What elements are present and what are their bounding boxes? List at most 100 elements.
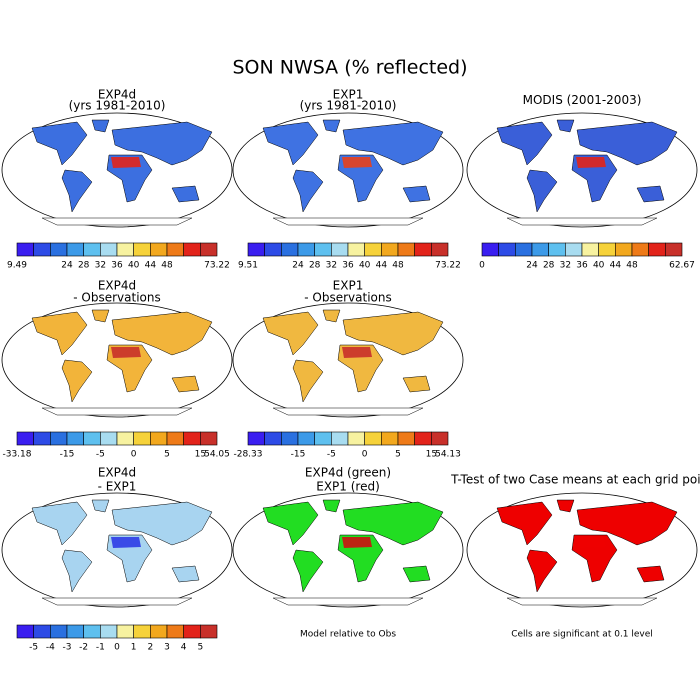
colorbar-box bbox=[331, 431, 349, 446]
panel-title: EXP4d bbox=[98, 466, 136, 480]
colorbar-box bbox=[200, 242, 218, 257]
colorbar-label: 40 bbox=[359, 261, 371, 271]
note: Model relative to Obs bbox=[300, 630, 396, 640]
colorbar-box bbox=[33, 242, 51, 257]
colorbar-box bbox=[133, 242, 151, 257]
colorbar-label: -15 bbox=[291, 450, 306, 460]
colorbar-label: -3 bbox=[63, 643, 72, 653]
colorbar-box bbox=[166, 624, 184, 639]
colorbar-label: -5 bbox=[29, 643, 38, 653]
colorbar-box bbox=[166, 431, 184, 446]
colorbar-label: 0 bbox=[479, 261, 485, 271]
note: Cells are significant at 0.1 level bbox=[511, 630, 653, 640]
colorbar-box bbox=[364, 242, 382, 257]
colorbar-label: 0 bbox=[114, 643, 120, 653]
colorbar-box bbox=[598, 242, 616, 257]
colorbar-box bbox=[331, 242, 349, 257]
figure-title: SON NWSA (% reflected) bbox=[232, 57, 467, 79]
panel-title: EXP4d bbox=[98, 279, 136, 293]
land-hotspot bbox=[576, 537, 606, 548]
colorbar-box bbox=[100, 242, 118, 257]
colorbar-box bbox=[50, 431, 68, 446]
colorbar-box bbox=[247, 242, 265, 257]
colorbar-label: -33.18 bbox=[2, 450, 31, 460]
colorbar-label: -4 bbox=[46, 643, 55, 653]
colorbar-box bbox=[281, 431, 299, 446]
colorbar-label: 28 bbox=[78, 261, 90, 271]
colorbar-box bbox=[66, 242, 84, 257]
colorbar-label: -15 bbox=[60, 450, 75, 460]
colorbar-box bbox=[648, 242, 666, 257]
colorbar-box bbox=[150, 431, 168, 446]
colorbar-box bbox=[264, 242, 282, 257]
colorbar-box bbox=[431, 242, 449, 257]
colorbar-box bbox=[264, 431, 282, 446]
land-hotspot bbox=[342, 347, 372, 358]
panel-subtitle: - EXP1 bbox=[98, 480, 137, 494]
panel-subtitle: EXP1 (red) bbox=[316, 480, 380, 494]
colorbar-box bbox=[116, 624, 134, 639]
colorbar-box bbox=[50, 242, 68, 257]
colorbar-box bbox=[200, 624, 218, 639]
colorbar-box bbox=[397, 431, 415, 446]
colorbar-box bbox=[133, 624, 151, 639]
colorbar-label: 0 bbox=[131, 450, 137, 460]
land-hotspot bbox=[111, 537, 141, 548]
colorbar-label: -5 bbox=[327, 450, 336, 460]
colorbar-box bbox=[297, 431, 315, 446]
colorbar-box bbox=[531, 242, 549, 257]
colorbar-box bbox=[50, 624, 68, 639]
colorbar-label: 24 bbox=[61, 261, 73, 271]
colorbar-label: 9.51 bbox=[238, 261, 258, 271]
land-hotspot bbox=[342, 537, 372, 548]
colorbar-box bbox=[33, 624, 51, 639]
colorbar-box bbox=[133, 431, 151, 446]
colorbar-label: 15 bbox=[426, 450, 437, 460]
colorbar-box bbox=[297, 242, 315, 257]
colorbar-label: 48 bbox=[161, 261, 173, 271]
colorbar-label: 44 bbox=[145, 261, 157, 271]
panel-title: EXP1 bbox=[333, 88, 364, 102]
land-hotspot bbox=[111, 157, 141, 168]
panel-subtitle: - Observations bbox=[73, 291, 160, 305]
colorbar-box bbox=[314, 431, 332, 446]
colorbar-box bbox=[16, 242, 34, 257]
colorbar-box bbox=[66, 431, 84, 446]
colorbar-box bbox=[381, 431, 399, 446]
colorbar-label: 48 bbox=[392, 261, 404, 271]
colorbar-label: 32 bbox=[560, 261, 571, 271]
colorbar-box bbox=[515, 242, 533, 257]
colorbar-label: 44 bbox=[610, 261, 622, 271]
colorbar-box bbox=[364, 431, 382, 446]
colorbar-label: 4 bbox=[181, 643, 187, 653]
colorbar-box bbox=[581, 242, 599, 257]
colorbar-label: 48 bbox=[626, 261, 638, 271]
colorbar-box bbox=[16, 624, 34, 639]
colorbar-box bbox=[33, 431, 51, 446]
colorbar-box bbox=[347, 242, 365, 257]
colorbar-box bbox=[615, 242, 633, 257]
colorbar-label: 44 bbox=[376, 261, 388, 271]
colorbar-box bbox=[116, 242, 134, 257]
panel-title: T-Test of two Case means at each grid po… bbox=[450, 473, 700, 487]
colorbar-label: 28 bbox=[543, 261, 555, 271]
colorbar-box bbox=[381, 242, 399, 257]
colorbar-box bbox=[116, 431, 134, 446]
panel-title: MODIS (2001-2003) bbox=[523, 93, 642, 107]
colorbar-box bbox=[150, 624, 168, 639]
colorbar-box bbox=[281, 242, 299, 257]
land-hotspot bbox=[111, 347, 141, 358]
colorbar-box bbox=[498, 242, 516, 257]
colorbar-label: 5 bbox=[395, 450, 401, 460]
colorbar-label: 15 bbox=[195, 450, 206, 460]
land-hotspot bbox=[576, 157, 606, 168]
panel-title: EXP1 bbox=[333, 279, 364, 293]
colorbar-box bbox=[16, 431, 34, 446]
colorbar-label: 3 bbox=[164, 643, 170, 653]
colorbar-label: 24 bbox=[526, 261, 538, 271]
colorbar-label: -28.33 bbox=[233, 450, 262, 460]
colorbar-box bbox=[431, 431, 449, 446]
colorbar-label: 0 bbox=[362, 450, 368, 460]
colorbar-label: 62.67 bbox=[669, 261, 695, 271]
panel-title: EXP4d bbox=[98, 88, 136, 102]
